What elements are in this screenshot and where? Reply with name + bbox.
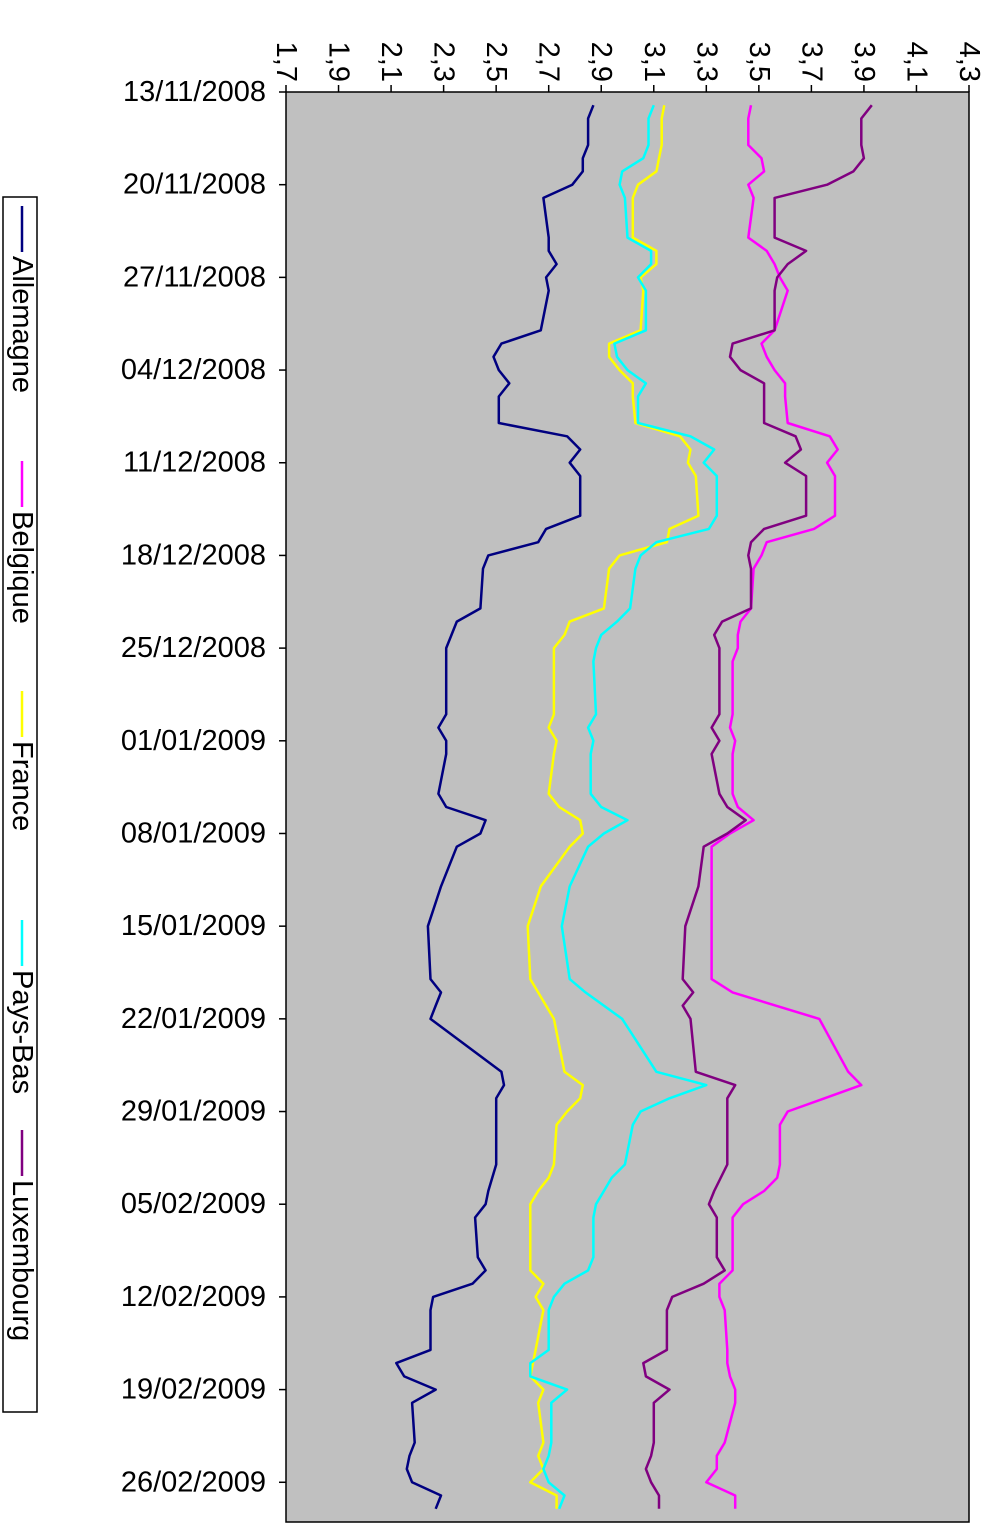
date-tick-label: 08/01/2009 <box>121 817 266 849</box>
value-axis-labels: 1,7 1,9 2,1 2,3 2,5 2,7 2,9 3,1 3,3 3,5 3,7 3,9 4,1 4… <box>270 42 985 82</box>
value-tick-label: 1,7 <box>270 42 302 82</box>
date-tick-label: 04/12/2008 <box>121 354 266 386</box>
date-tick-label: 19/02/2009 <box>121 1374 266 1406</box>
legend-label: Pays-Bas <box>6 970 38 1094</box>
date-tick-label: 11/12/2008 <box>123 447 266 479</box>
legend-label: Luxembourg <box>6 1180 38 1341</box>
date-tick-label: 22/01/2009 <box>121 1003 266 1035</box>
value-tick-label: 3,1 <box>638 42 670 82</box>
date-tick-label: 26/02/2009 <box>121 1466 266 1498</box>
value-tick-label: 3,9 <box>848 42 880 82</box>
value-tick-label: 2,7 <box>533 42 565 82</box>
series-line-allemagne <box>395 104 595 1510</box>
series-lines <box>395 104 873 1510</box>
plot-area <box>285 91 970 1523</box>
value-tick-label: 2,5 <box>480 42 512 82</box>
date-tick-label: 29/01/2009 <box>121 1096 266 1128</box>
date-tick-label: 15/01/2009 <box>121 910 266 942</box>
date-tick-label: 12/02/2009 <box>121 1281 266 1313</box>
value-tick-label: 4,3 <box>953 42 985 82</box>
value-axis-ticks <box>285 85 970 92</box>
date-tick-label: 13/11/2008 <box>123 76 266 108</box>
date-tick-label: 20/11/2008 <box>123 169 266 201</box>
value-tick-label: 3,3 <box>690 42 722 82</box>
legend-label: France <box>6 741 38 831</box>
value-tick-label: 3,7 <box>795 42 827 82</box>
date-axis-labels: 13/11/2008 20/11/2008 27/11/2008 04/12/2008… <box>121 76 266 1498</box>
date-tick-label: 05/02/2009 <box>121 1188 266 1220</box>
series-line-luxembourg <box>642 104 873 1509</box>
date-tick-label: 18/12/2008 <box>121 539 266 571</box>
legend-label: Belgique <box>6 511 38 624</box>
legend-box <box>2 196 38 1413</box>
value-tick-label: 4,1 <box>900 42 932 82</box>
date-tick-label: 01/01/2009 <box>121 725 266 757</box>
series-line-france <box>526 104 700 1509</box>
legend-label: Allemagne <box>6 256 38 393</box>
date-tick-label: 27/11/2008 <box>123 261 266 293</box>
date-axis-ticks <box>279 91 286 1484</box>
legend: Allemagne Belgique France Pays-Bas Luxembour… <box>2 196 38 1413</box>
series-line-pays-bas <box>529 104 719 1510</box>
value-tick-label: 2,3 <box>428 42 460 82</box>
value-tick-label: 3,5 <box>743 42 775 82</box>
value-tick-label: 2,9 <box>585 42 617 82</box>
date-tick-label: 25/12/2008 <box>121 632 266 664</box>
value-tick-label: 2,1 <box>375 42 407 82</box>
value-tick-label: 1,9 <box>323 42 355 82</box>
